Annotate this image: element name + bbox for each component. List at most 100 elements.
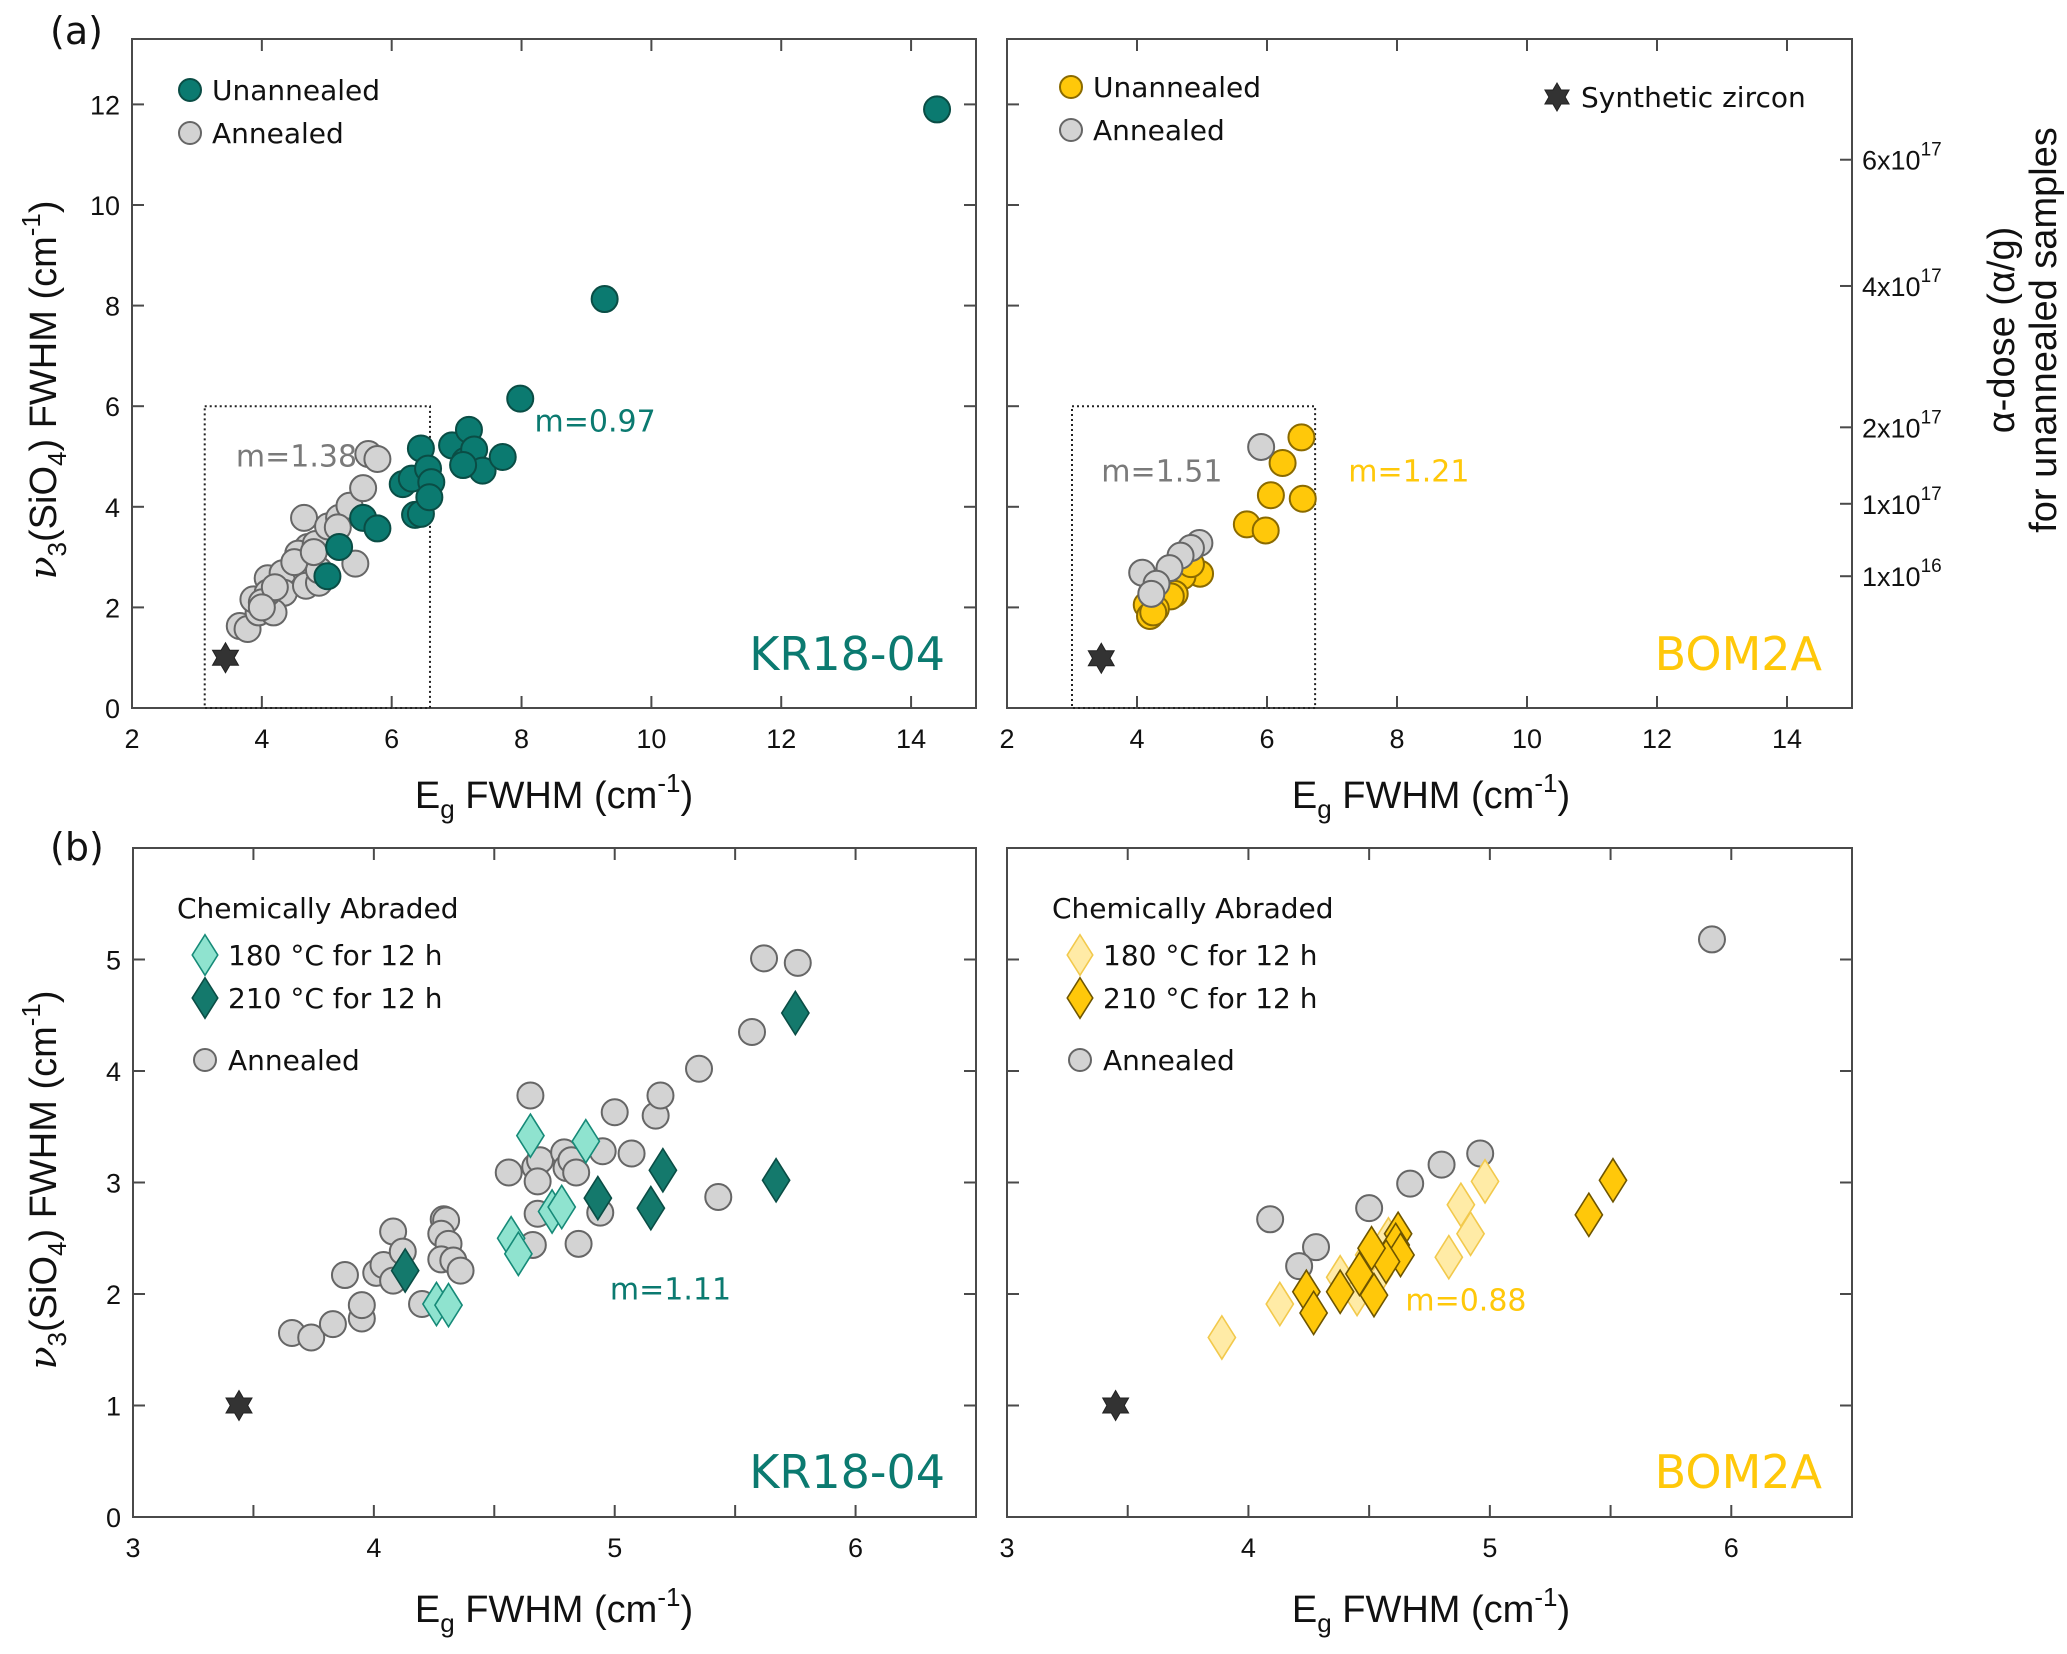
data-point-diamond [761, 1157, 791, 1204]
legend-marker-circle [1059, 118, 1083, 142]
data-point [330, 1261, 359, 1290]
data-point [562, 1158, 591, 1187]
x-tick-label: 8 [1389, 724, 1404, 754]
data-point [1256, 1205, 1285, 1234]
x-tick-label: 8 [514, 724, 529, 754]
data-point [923, 95, 952, 124]
series-210-c-for-12-h [1291, 1157, 1628, 1337]
data-point [1256, 481, 1285, 510]
right-axis-tick-label: 1x1016 [1862, 556, 1942, 592]
data-point [299, 538, 328, 567]
data-point-diamond [780, 989, 810, 1037]
synthetic-zircon-icon [1544, 82, 1570, 112]
legend-label: Annealed [1093, 114, 1225, 147]
data-point [1288, 484, 1317, 513]
panel-label-b: (b) [50, 825, 104, 869]
x-tick-label: 6 [848, 1533, 863, 1563]
data-point [341, 549, 370, 578]
zoom-region-box [1071, 405, 1317, 709]
data-point [600, 1098, 629, 1127]
x-tick-label: 4 [1129, 724, 1144, 754]
series-synthetic-zircon [211, 641, 240, 674]
data-point [318, 1310, 347, 1339]
legend: Unannealed Annealed [178, 74, 380, 150]
data-point [363, 514, 392, 543]
data-point [738, 1017, 767, 1046]
data-point [564, 1229, 593, 1258]
x-tick-label: 10 [1512, 724, 1542, 754]
x-tick-label: 2 [999, 724, 1014, 754]
data-point [1427, 1150, 1456, 1179]
y-tick-label: 10 [90, 191, 120, 221]
synthetic-zircon-star [211, 641, 240, 674]
synthetic-zircon-star [1087, 642, 1116, 675]
data-point [297, 1323, 326, 1352]
y-tick-label: 4 [106, 1057, 121, 1087]
data-point [1251, 516, 1280, 545]
sample-label: BOM2A [1655, 627, 1823, 681]
legend-marker-diamond [191, 933, 219, 977]
data-point [646, 1081, 675, 1110]
x-tick-label: 6 [1259, 724, 1274, 754]
legend-label: 180 °C for 12 h [1103, 939, 1317, 972]
slope-annotation: m=1.51 [1101, 455, 1222, 490]
legend-title: Chemically Abraded [1052, 892, 1334, 925]
legend-marker-circle [1068, 1048, 1092, 1072]
y-tick-label: 0 [106, 1503, 121, 1533]
data-point [349, 474, 378, 503]
series-210-c-for-12-h [390, 989, 810, 1294]
data-point-diamond [1574, 1191, 1604, 1238]
data-point-diamond [1265, 1280, 1295, 1328]
legend-marker-circle [178, 121, 202, 145]
data-point [704, 1182, 733, 1211]
data-point [1268, 449, 1297, 478]
right-axis-tick-label: 4x1017 [1862, 266, 1942, 302]
data-point [783, 948, 812, 977]
y-tick-label: 2 [105, 593, 120, 623]
legend-title: Chemically Abraded [177, 892, 459, 925]
data-point [685, 1054, 714, 1083]
legend-label: Annealed [212, 117, 344, 150]
series-synthetic-zircon [1101, 1389, 1130, 1422]
data-point [363, 445, 392, 474]
x-tick-label: 12 [1642, 724, 1672, 754]
data-point [446, 1256, 475, 1285]
series-180-c-for-12-h [421, 1112, 601, 1329]
x-tick-label: 5 [607, 1533, 622, 1563]
data-point-diamond [1299, 1289, 1329, 1337]
right-axis-tick-label: 6x1017 [1862, 140, 1942, 176]
x-axis-label-a-right: Eg FWHM (cm-1) [1292, 768, 1570, 824]
right-axis-label-line2: for unannealed samples [2023, 127, 2065, 533]
legend: Chemically Abraded 180 °C for 12 h 210 °C … [1052, 892, 1334, 1077]
data-point [617, 1139, 646, 1168]
x-tick-label: 14 [1772, 724, 1802, 754]
legend-label: Unannealed [1093, 71, 1261, 104]
data-point-diamond [515, 1112, 545, 1159]
data-point [449, 451, 478, 480]
data-point-diamond [1359, 1272, 1389, 1319]
data-point [1466, 1139, 1495, 1168]
data-point [1247, 432, 1276, 461]
x-tick-label: 6 [1724, 1533, 1739, 1563]
data-point [1697, 925, 1726, 954]
synthetic-zircon-star [225, 1389, 253, 1422]
data-point [260, 573, 289, 602]
data-point-diamond [503, 1230, 533, 1277]
x-tick-label: 4 [1241, 1533, 1256, 1563]
plot-frame [131, 38, 977, 709]
data-point-diamond [1434, 1234, 1464, 1281]
data-point-diamond [648, 1147, 678, 1194]
series-annealed [1128, 432, 1276, 608]
panel-a-right: 2 4 6 8 10 12 14 6x1017 4x1017 2x1017 1x1017 1x1016… [999, 38, 1942, 754]
legend-label: Annealed [1103, 1044, 1235, 1077]
series-annealed [1256, 925, 1726, 1281]
data-point-diamond [583, 1175, 613, 1222]
y-tick-label: 8 [105, 292, 120, 322]
x-tick-label: 3 [125, 1533, 140, 1563]
data-point [325, 533, 354, 562]
right-axis-tick-label: 1x1017 [1862, 484, 1942, 520]
data-point [247, 593, 276, 622]
series-180-c-for-12-h [1207, 1158, 1500, 1361]
data-point-diamond [1470, 1158, 1500, 1205]
